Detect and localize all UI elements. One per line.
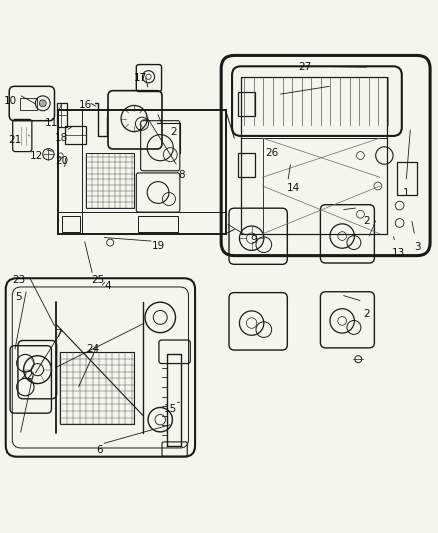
Text: 5: 5 xyxy=(15,292,22,302)
Bar xyxy=(58,110,226,234)
Text: 11: 11 xyxy=(45,118,58,128)
Text: 18: 18 xyxy=(55,133,68,143)
Text: 24: 24 xyxy=(86,344,99,354)
Bar xyxy=(238,154,255,177)
Bar xyxy=(241,77,387,234)
Text: 3: 3 xyxy=(414,242,420,252)
Text: 10: 10 xyxy=(4,96,17,106)
Bar xyxy=(57,103,67,127)
Text: 2: 2 xyxy=(170,126,177,136)
Text: 27: 27 xyxy=(299,62,312,72)
Bar xyxy=(238,92,255,116)
Bar xyxy=(20,98,37,110)
Text: 2: 2 xyxy=(364,309,370,319)
Bar xyxy=(62,216,80,232)
Text: 14: 14 xyxy=(286,183,300,193)
Text: 2: 2 xyxy=(364,216,370,226)
Text: 23: 23 xyxy=(12,276,25,286)
Text: 22: 22 xyxy=(20,371,33,381)
Text: 17: 17 xyxy=(134,73,147,83)
Bar xyxy=(86,154,134,208)
Text: 19: 19 xyxy=(152,241,165,251)
Text: 16: 16 xyxy=(78,100,92,110)
Bar xyxy=(397,162,417,195)
Text: 20: 20 xyxy=(55,156,68,166)
Text: 25: 25 xyxy=(92,276,105,286)
Text: 1: 1 xyxy=(403,188,410,198)
Text: 8: 8 xyxy=(179,170,185,180)
Bar xyxy=(60,352,134,424)
Bar xyxy=(65,126,86,144)
Text: 4: 4 xyxy=(105,281,111,291)
Text: 26: 26 xyxy=(265,148,279,158)
Circle shape xyxy=(39,100,46,107)
Text: 9: 9 xyxy=(251,236,257,245)
Text: 15: 15 xyxy=(164,404,177,414)
Text: 13: 13 xyxy=(392,248,405,259)
Text: 7: 7 xyxy=(55,329,61,339)
Text: 21: 21 xyxy=(8,135,21,146)
Bar xyxy=(138,216,178,232)
Text: 6: 6 xyxy=(96,445,102,455)
Text: 12: 12 xyxy=(30,151,43,161)
